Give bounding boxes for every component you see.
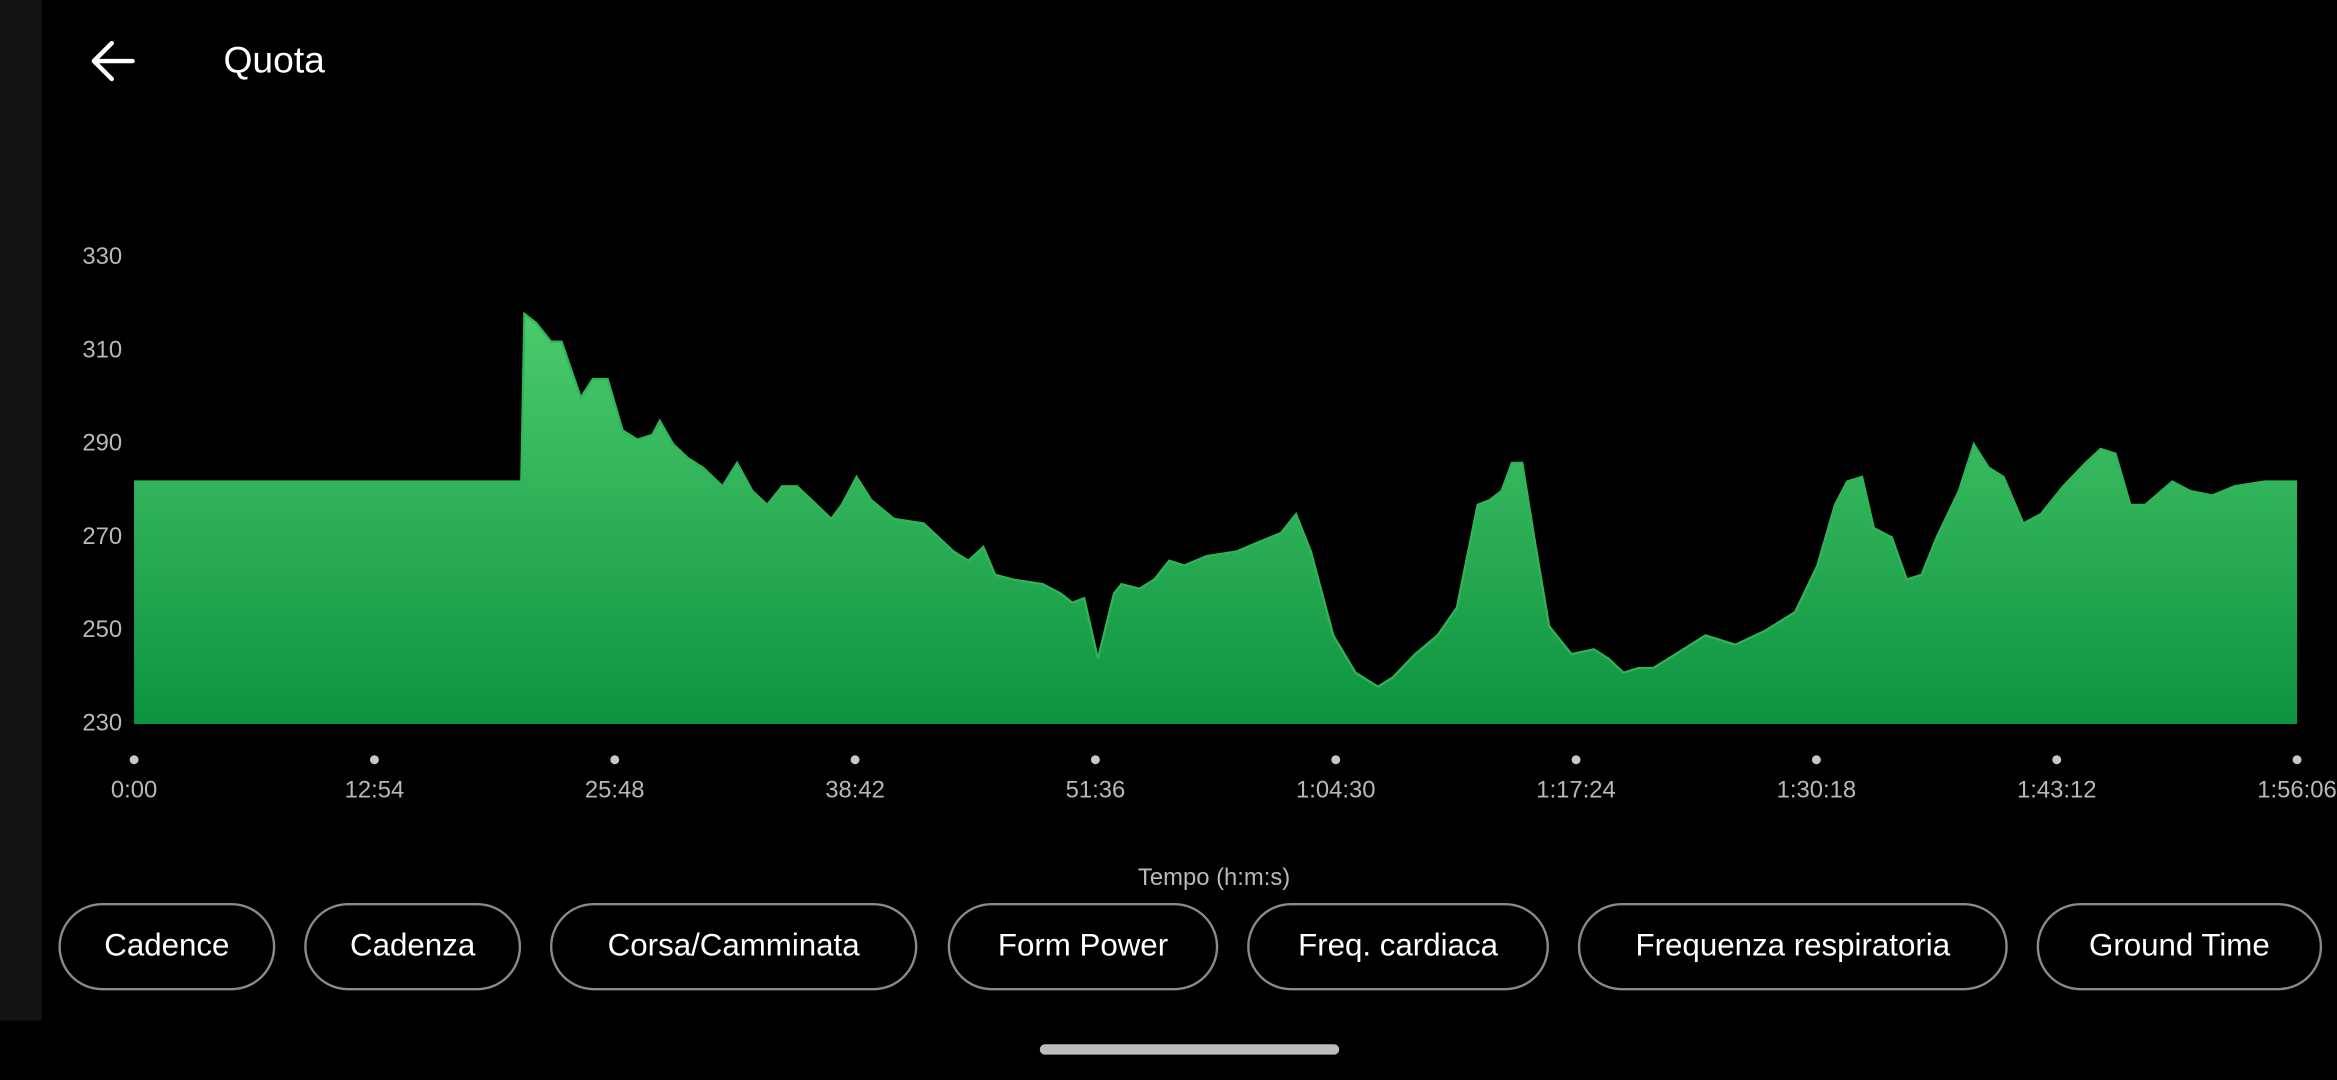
x-tick-label: 1:17:24	[1536, 776, 1616, 803]
x-tick-dot	[2292, 755, 2302, 765]
x-tick-label: 1:43:12	[2017, 776, 2097, 803]
x-tick-label: 51:36	[1066, 776, 1126, 803]
button-label: Freq. cardiaca	[1298, 928, 1498, 963]
side-strip	[0, 0, 42, 1021]
button-outline	[947, 903, 1219, 991]
x-tick-dot	[610, 755, 620, 765]
y-tick-label: 230	[82, 709, 122, 736]
button-outline	[549, 903, 918, 991]
home-indicator	[1039, 1044, 1340, 1055]
button-label: Cadenza	[350, 928, 476, 963]
y-tick-label: 270	[82, 523, 122, 550]
button-label: Frequenza respiratoria	[1636, 928, 1951, 963]
metric-buttons: Cadence Cadenza Corsa/Camminata Form Power F…	[58, 903, 2323, 991]
metric-button[interactable]: Ground Time	[2036, 903, 2323, 991]
x-tick-dot	[1811, 755, 1821, 765]
x-tick-dot	[2052, 755, 2062, 765]
page-title: Quota	[223, 38, 325, 80]
x-tick-dot	[1331, 755, 1341, 765]
x-tick-label: 12:54	[345, 776, 405, 803]
metric-button[interactable]: Frequenza respiratoria	[1577, 903, 2008, 991]
button-outline	[1577, 903, 2008, 991]
x-tick-label: 38:42	[825, 776, 885, 803]
x-tick-dot	[1090, 755, 1100, 765]
x-axis-label: Tempo (h:m:s)	[1138, 864, 1290, 891]
chart: 230 250 270 290 310 330 0:00 12:54 25:48 38:42 51:…	[82, 243, 2336, 803]
button-outline	[58, 903, 276, 991]
button-label: Corsa/Camminata	[608, 928, 861, 963]
metric-button[interactable]: Cadenza	[304, 903, 522, 991]
area-line	[134, 311, 2298, 689]
y-tick-label: 330	[82, 243, 122, 270]
area-fill	[134, 313, 2298, 724]
metric-button[interactable]: Freq. cardiaca	[1247, 903, 1549, 991]
metric-button[interactable]: Corsa/Camminata	[549, 903, 918, 991]
button-outline	[304, 903, 522, 991]
metric-button[interactable]: Form Power	[947, 903, 1219, 991]
x-tick-label: 0:00	[111, 776, 157, 803]
y-tick-label: 250	[82, 616, 122, 643]
x-tick-dot	[369, 755, 379, 765]
x-tick-dot	[850, 755, 860, 765]
back-button[interactable]	[91, 40, 135, 82]
x-tick-label: 25:48	[585, 776, 645, 803]
button-label: Form Power	[998, 928, 1168, 963]
x-tick-label: 1:04:30	[1296, 776, 1376, 803]
x-tick-label: 1:56:06	[2257, 776, 2337, 803]
x-tick-dot	[129, 755, 139, 765]
y-tick-label: 310	[82, 336, 122, 363]
button-outline	[2036, 903, 2323, 991]
button-label: Cadence	[104, 928, 229, 963]
metric-button[interactable]: Cadence	[58, 903, 276, 991]
x-tick-label: 1:30:18	[1777, 776, 1857, 803]
y-tick-label: 290	[82, 430, 122, 457]
x-tick-dot	[1571, 755, 1581, 765]
button-label: Ground Time	[2089, 928, 2270, 963]
button-outline	[1247, 903, 1549, 991]
